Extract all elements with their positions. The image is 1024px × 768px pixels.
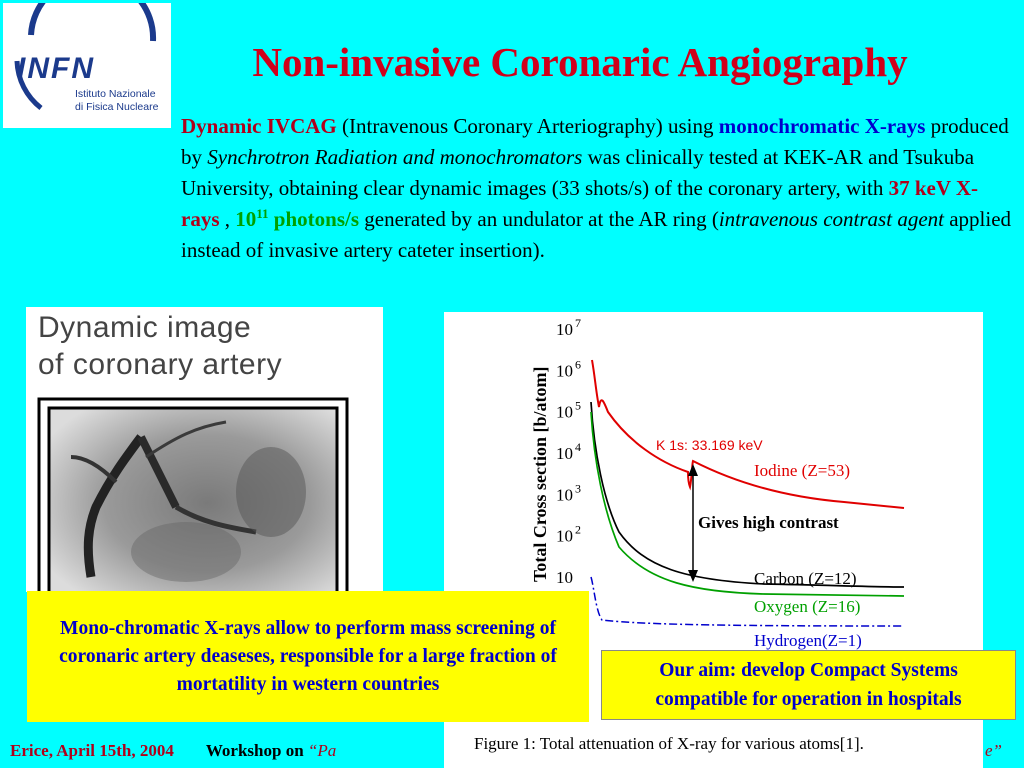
y-tick-label: 10 — [556, 361, 573, 380]
y-tick-exponent: 7 — [575, 316, 581, 330]
intro-text: , — [219, 207, 236, 231]
intro-text: (Intravenous Coronary Arteriography) usi… — [336, 114, 719, 138]
aim-box: Our aim: develop Compact Systems compati… — [601, 650, 1016, 720]
angio-caption: Dynamic image of coronary artery — [38, 311, 283, 381]
y-tick-exponent: 6 — [575, 357, 581, 371]
y-tick-exponent: 3 — [575, 481, 581, 495]
intro-energy: 37 keV X-rays — [181, 176, 979, 231]
infn-logo: INFN Istituto Nazionale di Fisica Nuclea… — [3, 3, 171, 128]
y-tick-exponent: 5 — [575, 399, 581, 413]
y-tick-label: 10 — [556, 403, 573, 422]
screening-text: Mono-chromatic X-rays allow to perform m… — [59, 617, 557, 695]
logo-text: INFN — [17, 52, 95, 85]
slide-title: Non-invasive Coronaric Angiography — [252, 39, 908, 85]
y-tick-label: 10 — [556, 527, 573, 546]
y-tick-label: 10 — [556, 320, 573, 339]
legend-carbon: Carbon (Z=12) — [754, 569, 857, 588]
intro-monochromatic: monochromatic X-rays — [718, 114, 926, 138]
intro-paragraph: Dynamic IVCAG (Intravenous Coronary Arte… — [181, 111, 1013, 266]
logo-subtitle-line2: di Fisica Nucleare — [75, 101, 159, 113]
series-oxygen-line — [590, 411, 905, 597]
y-axis-label: Total Cross section [b/atom] — [530, 367, 550, 583]
intro-text: was clinically tested at KEK-AR and Tsuk… — [181, 145, 975, 200]
footer-place-date: Erice, April 15th, 2004 — [10, 741, 174, 760]
footer-workshop-label: Workshop on — [205, 741, 304, 760]
series-hydrogen-line — [590, 576, 905, 627]
annotation-contrast: Gives high contrast — [698, 513, 839, 532]
y-tick-label: 10 — [556, 485, 573, 504]
footer: Erice, April 15th, 2004 Workshop on “Pa — [10, 740, 336, 762]
aim-line-1: Our aim: develop Compact Systems — [659, 660, 958, 681]
y-tick-label: 10 — [556, 444, 573, 463]
annotation-k-edge: K 1s: 33.169 keV — [656, 437, 763, 453]
screening-box: Mono-chromatic X-rays allow to perform m… — [27, 591, 589, 722]
series-iodine-line — [591, 359, 905, 509]
intro-text: generated by an undulator at the AR ring… — [359, 207, 719, 231]
aim-line-2: compatible for operation in hospitals — [655, 689, 962, 710]
y-tick-exponent: 4 — [575, 440, 581, 454]
intro-sr-monochromators: Synchrotron Radiation and monochromators — [207, 145, 583, 169]
footer-workshop-title-end: e” — [985, 741, 1002, 760]
angiography-image: Dynamic image of coronary artery — [26, 307, 383, 592]
y-tick-label: 10 — [556, 568, 573, 587]
angio-vessel — [83, 434, 145, 578]
intro-dynamic-ivcag: Dynamic IVCAG — [181, 114, 337, 138]
legend-hydrogen: Hydrogen(Z=1) — [754, 631, 862, 650]
legend-oxygen: Oxygen (Z=16) — [754, 597, 860, 616]
logo-subtitle-line1: Istituto Nazionale — [75, 88, 156, 100]
y-tick-exponent: 2 — [575, 523, 581, 537]
angio-outer-frame — [37, 397, 349, 592]
intro-contrast-agent: intravenous contrast agent — [718, 207, 944, 231]
figure-caption: Figure 1: Total attenuation of X-ray for… — [474, 734, 864, 753]
logo-arc — [28, 3, 157, 42]
intro-text: produced by — [181, 114, 1009, 169]
series-carbon-line — [590, 401, 905, 588]
legend-iodine: Iodine (Z=53) — [754, 461, 850, 480]
intro-text: applied instead of invasive artery catet… — [181, 207, 1012, 262]
footer-workshop-title: “Pa — [307, 741, 337, 760]
intro-flux: 1011 photons/s — [235, 206, 360, 231]
